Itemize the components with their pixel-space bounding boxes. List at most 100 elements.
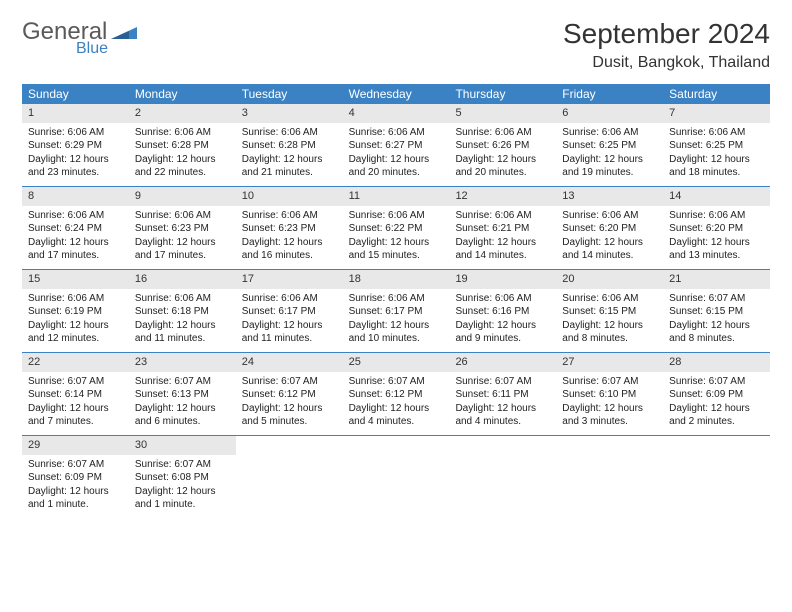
day-cell: 5Sunrise: 6:06 AMSunset: 6:26 PMDaylight… (449, 104, 556, 186)
sunset-text: Sunset: 6:20 PM (669, 222, 764, 236)
sunset-text: Sunset: 6:14 PM (28, 388, 123, 402)
day-cell: 8Sunrise: 6:06 AMSunset: 6:24 PMDaylight… (22, 187, 129, 269)
sunset-text: Sunset: 6:20 PM (562, 222, 657, 236)
daylight-text: Daylight: 12 hours and 15 minutes. (349, 236, 444, 263)
day-cell: 3Sunrise: 6:06 AMSunset: 6:28 PMDaylight… (236, 104, 343, 186)
day-number: 5 (449, 104, 556, 123)
day-number: 25 (343, 353, 450, 372)
day-info: Sunrise: 6:06 AMSunset: 6:20 PMDaylight:… (556, 206, 663, 269)
daylight-text: Daylight: 12 hours and 8 minutes. (562, 319, 657, 346)
sunrise-text: Sunrise: 6:06 AM (242, 126, 337, 140)
location: Dusit, Bangkok, Thailand (563, 54, 770, 72)
weekday-thursday: Thursday (449, 84, 556, 104)
day-info: Sunrise: 6:07 AMSunset: 6:09 PMDaylight:… (22, 455, 129, 518)
day-info: Sunrise: 6:07 AMSunset: 6:08 PMDaylight:… (129, 455, 236, 518)
week-row: 8Sunrise: 6:06 AMSunset: 6:24 PMDaylight… (22, 187, 770, 270)
day-cell: 27Sunrise: 6:07 AMSunset: 6:10 PMDayligh… (556, 353, 663, 435)
sunset-text: Sunset: 6:26 PM (455, 139, 550, 153)
sunset-text: Sunset: 6:15 PM (562, 305, 657, 319)
week-row: 22Sunrise: 6:07 AMSunset: 6:14 PMDayligh… (22, 353, 770, 436)
day-cell: 1Sunrise: 6:06 AMSunset: 6:29 PMDaylight… (22, 104, 129, 186)
empty-cell (236, 436, 343, 518)
day-info: Sunrise: 6:07 AMSunset: 6:12 PMDaylight:… (343, 372, 450, 435)
sunrise-text: Sunrise: 6:07 AM (455, 375, 550, 389)
day-cell: 26Sunrise: 6:07 AMSunset: 6:11 PMDayligh… (449, 353, 556, 435)
day-cell: 28Sunrise: 6:07 AMSunset: 6:09 PMDayligh… (663, 353, 770, 435)
day-number: 1 (22, 104, 129, 123)
sunset-text: Sunset: 6:08 PM (135, 471, 230, 485)
day-cell: 14Sunrise: 6:06 AMSunset: 6:20 PMDayligh… (663, 187, 770, 269)
day-cell: 10Sunrise: 6:06 AMSunset: 6:23 PMDayligh… (236, 187, 343, 269)
day-cell: 22Sunrise: 6:07 AMSunset: 6:14 PMDayligh… (22, 353, 129, 435)
day-info: Sunrise: 6:07 AMSunset: 6:15 PMDaylight:… (663, 289, 770, 352)
day-info: Sunrise: 6:06 AMSunset: 6:15 PMDaylight:… (556, 289, 663, 352)
sunrise-text: Sunrise: 6:06 AM (669, 209, 764, 223)
sunrise-text: Sunrise: 6:07 AM (349, 375, 444, 389)
sunset-text: Sunset: 6:23 PM (135, 222, 230, 236)
day-cell: 2Sunrise: 6:06 AMSunset: 6:28 PMDaylight… (129, 104, 236, 186)
daylight-text: Daylight: 12 hours and 9 minutes. (455, 319, 550, 346)
weekday-friday: Friday (556, 84, 663, 104)
daylight-text: Daylight: 12 hours and 11 minutes. (242, 319, 337, 346)
sunset-text: Sunset: 6:12 PM (349, 388, 444, 402)
day-info: Sunrise: 6:07 AMSunset: 6:14 PMDaylight:… (22, 372, 129, 435)
sunset-text: Sunset: 6:21 PM (455, 222, 550, 236)
day-number: 3 (236, 104, 343, 123)
day-number: 19 (449, 270, 556, 289)
weekday-saturday: Saturday (663, 84, 770, 104)
day-info: Sunrise: 6:07 AMSunset: 6:11 PMDaylight:… (449, 372, 556, 435)
day-number: 15 (22, 270, 129, 289)
day-info: Sunrise: 6:06 AMSunset: 6:24 PMDaylight:… (22, 206, 129, 269)
sunrise-text: Sunrise: 6:06 AM (135, 292, 230, 306)
sunrise-text: Sunrise: 6:06 AM (135, 126, 230, 140)
logo-icon (111, 18, 137, 46)
day-number: 2 (129, 104, 236, 123)
day-info: Sunrise: 6:06 AMSunset: 6:25 PMDaylight:… (663, 123, 770, 186)
day-cell: 16Sunrise: 6:06 AMSunset: 6:18 PMDayligh… (129, 270, 236, 352)
daylight-text: Daylight: 12 hours and 20 minutes. (349, 153, 444, 180)
day-info: Sunrise: 6:07 AMSunset: 6:12 PMDaylight:… (236, 372, 343, 435)
weekday-tuesday: Tuesday (236, 84, 343, 104)
daylight-text: Daylight: 12 hours and 1 minute. (135, 485, 230, 512)
sunset-text: Sunset: 6:19 PM (28, 305, 123, 319)
month-title: September 2024 (563, 18, 770, 50)
day-number: 17 (236, 270, 343, 289)
day-cell: 29Sunrise: 6:07 AMSunset: 6:09 PMDayligh… (22, 436, 129, 518)
day-info: Sunrise: 6:06 AMSunset: 6:23 PMDaylight:… (236, 206, 343, 269)
daylight-text: Daylight: 12 hours and 11 minutes. (135, 319, 230, 346)
daylight-text: Daylight: 12 hours and 7 minutes. (28, 402, 123, 429)
sunset-text: Sunset: 6:17 PM (349, 305, 444, 319)
weekday-header: Sunday Monday Tuesday Wednesday Thursday… (22, 84, 770, 104)
sunrise-text: Sunrise: 6:06 AM (28, 209, 123, 223)
day-info: Sunrise: 6:06 AMSunset: 6:28 PMDaylight:… (129, 123, 236, 186)
empty-cell (663, 436, 770, 518)
day-number: 21 (663, 270, 770, 289)
day-info: Sunrise: 6:07 AMSunset: 6:09 PMDaylight:… (663, 372, 770, 435)
title-block: September 2024 Dusit, Bangkok, Thailand (563, 18, 770, 72)
sunrise-text: Sunrise: 6:07 AM (242, 375, 337, 389)
day-cell: 12Sunrise: 6:06 AMSunset: 6:21 PMDayligh… (449, 187, 556, 269)
day-info: Sunrise: 6:06 AMSunset: 6:23 PMDaylight:… (129, 206, 236, 269)
day-cell: 7Sunrise: 6:06 AMSunset: 6:25 PMDaylight… (663, 104, 770, 186)
sunrise-text: Sunrise: 6:06 AM (349, 209, 444, 223)
sunrise-text: Sunrise: 6:07 AM (669, 292, 764, 306)
sunrise-text: Sunrise: 6:06 AM (562, 292, 657, 306)
sunrise-text: Sunrise: 6:06 AM (349, 126, 444, 140)
day-info: Sunrise: 6:07 AMSunset: 6:10 PMDaylight:… (556, 372, 663, 435)
sunrise-text: Sunrise: 6:07 AM (562, 375, 657, 389)
day-info: Sunrise: 6:06 AMSunset: 6:18 PMDaylight:… (129, 289, 236, 352)
sunrise-text: Sunrise: 6:06 AM (349, 292, 444, 306)
sunset-text: Sunset: 6:25 PM (562, 139, 657, 153)
day-number: 24 (236, 353, 343, 372)
daylight-text: Daylight: 12 hours and 2 minutes. (669, 402, 764, 429)
day-info: Sunrise: 6:06 AMSunset: 6:26 PMDaylight:… (449, 123, 556, 186)
day-info: Sunrise: 6:06 AMSunset: 6:25 PMDaylight:… (556, 123, 663, 186)
sunrise-text: Sunrise: 6:06 AM (562, 126, 657, 140)
daylight-text: Daylight: 12 hours and 20 minutes. (455, 153, 550, 180)
daylight-text: Daylight: 12 hours and 5 minutes. (242, 402, 337, 429)
sunrise-text: Sunrise: 6:06 AM (455, 292, 550, 306)
daylight-text: Daylight: 12 hours and 8 minutes. (669, 319, 764, 346)
sunset-text: Sunset: 6:09 PM (28, 471, 123, 485)
day-cell: 19Sunrise: 6:06 AMSunset: 6:16 PMDayligh… (449, 270, 556, 352)
daylight-text: Daylight: 12 hours and 4 minutes. (455, 402, 550, 429)
